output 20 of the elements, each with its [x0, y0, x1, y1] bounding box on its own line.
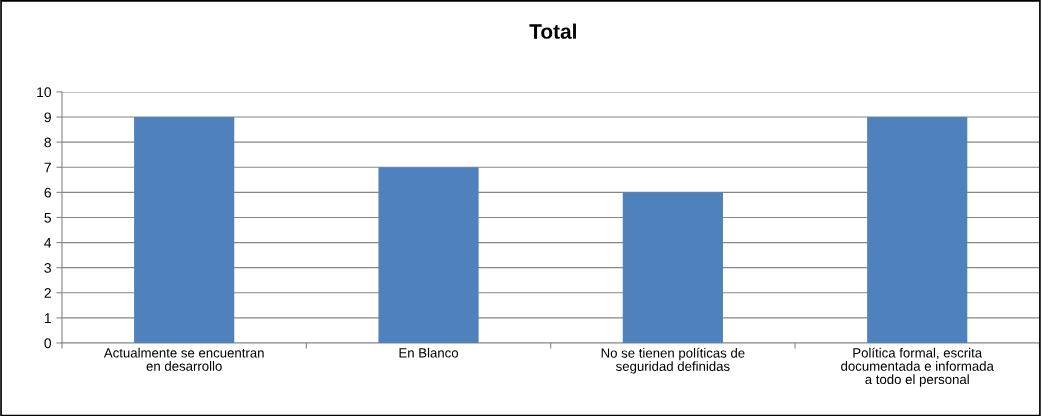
y-tick-label: 2: [44, 288, 51, 298]
x-tick-label: Política formal, escrita documentada e informada a todo el personal: [841, 347, 994, 387]
chart-title: Total: [529, 23, 576, 39]
y-tick-label: 6: [44, 187, 51, 198]
y-tick-label: 9: [44, 112, 51, 123]
y-tick-label: 4: [44, 238, 52, 248]
y-tick-label: 10: [37, 87, 52, 98]
y-tick-label: 8: [44, 137, 51, 148]
x-tick-label: Actualmente se encuentran en desarrollo: [103, 347, 264, 371]
y-tick-label: 1: [44, 313, 51, 323]
x-tick-label: En Blanco: [399, 347, 459, 358]
bar: [378, 167, 479, 343]
y-tick-label: 3: [44, 263, 51, 273]
x-tick-label: No se tienen políticas de seguridad definidas: [601, 347, 745, 374]
y-tick-label: 5: [44, 212, 51, 223]
y-tick-label: 7: [44, 162, 51, 173]
bar: [134, 117, 235, 343]
bar: [867, 117, 968, 343]
bar: [622, 192, 723, 343]
y-tick-label: 0: [44, 338, 52, 349]
